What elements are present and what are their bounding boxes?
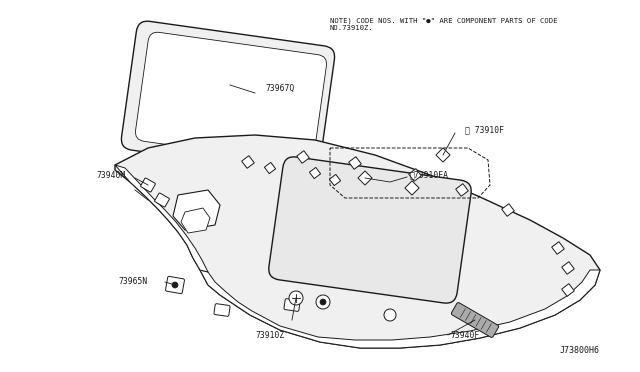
Bar [562, 262, 574, 274]
FancyBboxPatch shape [284, 299, 300, 311]
PathPatch shape [269, 157, 471, 303]
Text: 73967Q: 73967Q [265, 83, 294, 93]
Text: J73800H6: J73800H6 [560, 346, 600, 355]
Text: ※73910FA: ※73910FA [410, 170, 449, 180]
Bar [405, 181, 419, 195]
Bar [409, 169, 421, 181]
Text: NOTE) CODE NOS. WITH "●" ARE COMPONENT PARTS OF CODE
NO.73910Z.: NOTE) CODE NOS. WITH "●" ARE COMPONENT P… [330, 18, 557, 32]
Bar [309, 167, 321, 179]
FancyBboxPatch shape [451, 302, 499, 337]
Circle shape [172, 282, 178, 288]
Bar [242, 156, 254, 168]
Bar [330, 174, 340, 186]
Circle shape [316, 295, 330, 309]
Text: 73965N: 73965N [118, 278, 147, 286]
Text: 73910Z: 73910Z [255, 330, 284, 340]
Bar [456, 184, 468, 196]
Bar [264, 163, 276, 174]
Bar [349, 157, 362, 169]
FancyBboxPatch shape [141, 178, 156, 192]
Text: ※ 73910F: ※ 73910F [465, 125, 504, 135]
PathPatch shape [115, 165, 208, 272]
FancyBboxPatch shape [155, 193, 170, 207]
Bar [358, 171, 372, 185]
FancyBboxPatch shape [214, 304, 230, 316]
Circle shape [320, 299, 326, 305]
PathPatch shape [122, 21, 335, 175]
Bar [297, 151, 309, 163]
PathPatch shape [173, 190, 220, 230]
PathPatch shape [200, 270, 600, 348]
Circle shape [289, 291, 303, 305]
Bar [562, 284, 574, 296]
Text: 73940F: 73940F [450, 330, 479, 340]
PathPatch shape [136, 32, 326, 164]
Bar [436, 148, 450, 162]
PathPatch shape [115, 135, 600, 348]
Bar [552, 242, 564, 254]
Bar [502, 204, 515, 216]
Circle shape [384, 309, 396, 321]
FancyBboxPatch shape [166, 276, 184, 294]
Text: 73940M: 73940M [96, 170, 125, 180]
PathPatch shape [181, 208, 210, 233]
